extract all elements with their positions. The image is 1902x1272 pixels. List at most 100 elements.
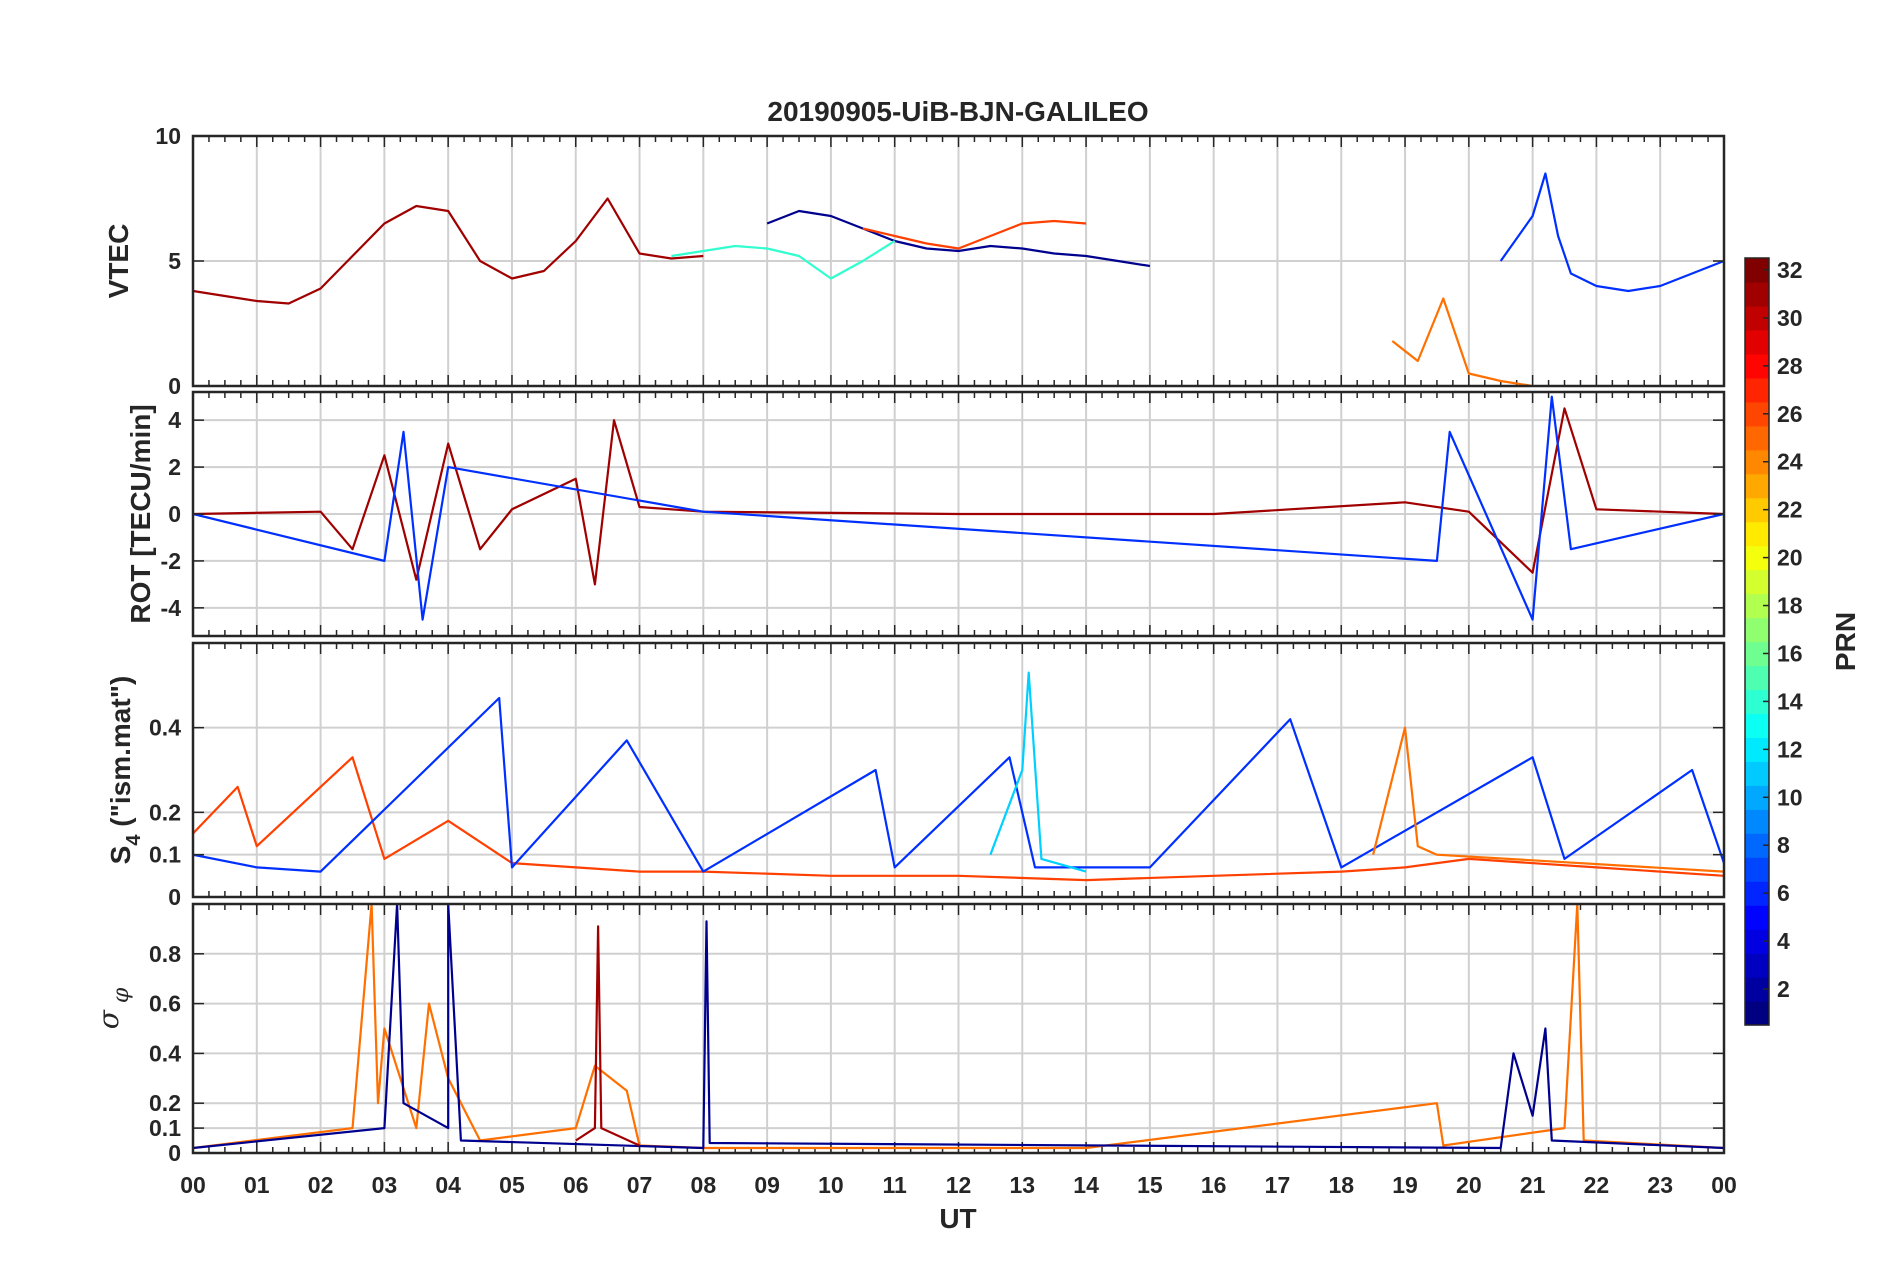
x-tick-label: 00 [180, 1172, 206, 1198]
x-tick-label: 15 [1137, 1172, 1163, 1198]
x-tick-label: 18 [1328, 1172, 1354, 1198]
y-tick-label: 10 [155, 123, 181, 149]
y-tick-label: 0 [168, 501, 181, 527]
axes-frame-s4 [191, 641, 1726, 899]
series-line-prn-5 [1499, 172, 1724, 293]
series-line-prn-13 [671, 240, 896, 280]
x-tick-label: 06 [563, 1172, 589, 1198]
series-line-prn-24 [1372, 726, 1724, 873]
x-tick-label: 12 [946, 1172, 972, 1198]
series-line-prn-26 [862, 219, 1087, 250]
colorbar-tick-label: 20 [1777, 545, 1803, 571]
colorbar-segment [1745, 1001, 1769, 1026]
y-tick-label: 5 [168, 248, 181, 274]
x-tick-label: 09 [754, 1172, 780, 1198]
y-axis-label-vtec: VTEC [103, 224, 134, 299]
axes-frame-sigma [191, 902, 1726, 1155]
x-tick-label: 00 [1711, 1172, 1737, 1198]
colorbar-tick-label: 32 [1777, 257, 1803, 283]
x-tick-labels: 00 01 02 03 04 05 06 07 08 09 10 11 12 13 14 15 16 17 18 19… [180, 1172, 1737, 1198]
colorbar-segment [1745, 665, 1769, 691]
panel-sigma: 00.10.2 0.4 0.6 0.8 σ φ [92, 902, 1726, 1166]
colorbar-tick-label: 16 [1777, 640, 1803, 666]
x-tick-label: 05 [499, 1172, 525, 1198]
x-tick-label: 03 [372, 1172, 398, 1198]
grid-vtec [192, 136, 1725, 386]
y-tick-label: 0.6 [149, 991, 181, 1017]
y-tick-label: 0 [168, 373, 181, 399]
colorbar-segment [1745, 713, 1769, 738]
y-tick-label: -4 [161, 595, 182, 621]
x-tick-label: 14 [1073, 1172, 1099, 1198]
colorbar-tick-label: 22 [1777, 497, 1803, 523]
colorbar-tick-label: 12 [1777, 736, 1803, 762]
colorbar-segment [1745, 569, 1769, 595]
colorbar-segment [1745, 857, 1769, 882]
colorbar-segment [1745, 905, 1769, 930]
colorbar-tick-label: 10 [1777, 784, 1803, 810]
y-tick-label: 2 [168, 454, 181, 480]
y-tick-label: 0.2 [149, 1090, 181, 1116]
series-line-prn-31 [193, 197, 704, 305]
colorbar-frame [1744, 257, 1770, 1026]
y-tick-label: 0.1 [149, 1115, 181, 1141]
colorbar-segment [1745, 377, 1769, 403]
colorbar-tick-label: 14 [1777, 688, 1803, 714]
series-line-prn-2 [766, 209, 1151, 268]
colorbar-segment [1745, 617, 1769, 643]
series-line-prn-5 [193, 395, 1724, 621]
y-tick-labels-rot: -4 -2 0 2 4 [161, 407, 1724, 621]
series-line-prn-24 [1391, 297, 1533, 386]
y-label-subscript: 4 [123, 834, 145, 846]
x-axis-label: UT [939, 1203, 976, 1234]
grid-s4 [192, 643, 1725, 897]
y-label-main: S [105, 846, 136, 865]
x-tick-label: 20 [1456, 1172, 1482, 1198]
x-tick-label: 17 [1265, 1172, 1291, 1198]
series-line-prn-12 [989, 671, 1087, 873]
y-tick-label: 0.1 [149, 842, 181, 868]
y-label-main: σ [92, 1009, 125, 1029]
panel-vtec: 0 5 10 VTEC [103, 123, 1726, 399]
y-tick-labels-s4: 0 0.1 0.2 0.4 [149, 715, 1724, 910]
y-label-subscript: φ [109, 987, 134, 1010]
y-tick-label: 0 [168, 1140, 181, 1166]
y-tick-labels-sigma: 00.10.2 0.4 0.6 0.8 [149, 941, 1724, 1166]
x-tick-label: 23 [1647, 1172, 1673, 1198]
colorbar-tick-label: 24 [1777, 449, 1803, 475]
colorbar-tick-label: 4 [1777, 928, 1790, 954]
colorbar-tick-label: 28 [1777, 353, 1803, 379]
colorbar-segment [1745, 473, 1769, 499]
y-tick-labels-vtec: 0 5 10 [155, 123, 1724, 399]
x-tick-label: 22 [1584, 1172, 1610, 1198]
colorbar-segment [1745, 809, 1769, 834]
series-group-s4 [193, 671, 1724, 882]
colorbar-tick-label: 6 [1777, 880, 1790, 906]
series-group-sigma [193, 904, 1724, 1150]
y-axis-label-sigma: σ φ [92, 987, 134, 1029]
y-tick-label: 4 [168, 407, 181, 433]
x-tick-label: 11 [883, 1172, 908, 1198]
y-tick-label: 0.2 [149, 799, 181, 825]
x-tick-label: 02 [308, 1172, 334, 1198]
colorbar-segment [1745, 425, 1769, 451]
colorbar-segment [1745, 281, 1769, 307]
series-line-prn-2 [193, 904, 1724, 1150]
x-tick-label: 10 [818, 1172, 844, 1198]
series-group-rot [193, 395, 1724, 621]
colorbar-segment [1745, 329, 1769, 355]
x-tick-label: 01 [244, 1172, 270, 1198]
y-axis-label-rot: ROT [TECU/min] [125, 404, 156, 623]
x-tick-label: 13 [1009, 1172, 1035, 1198]
colorbar-tick-label: 30 [1777, 305, 1803, 331]
x-tick-label: 21 [1520, 1172, 1546, 1198]
colorbar-segment [1745, 953, 1769, 978]
x-tick-label: 04 [435, 1172, 461, 1198]
chart-title: 20190905-UiB-BJN-GALILEO [767, 96, 1148, 127]
colorbar-label: PRN [1830, 612, 1861, 671]
y-tick-label: 0.4 [149, 1040, 181, 1066]
y-axis-label-s4: S4 ("ism.mat") [105, 676, 145, 865]
colorbar-tick-label: 8 [1777, 832, 1790, 858]
